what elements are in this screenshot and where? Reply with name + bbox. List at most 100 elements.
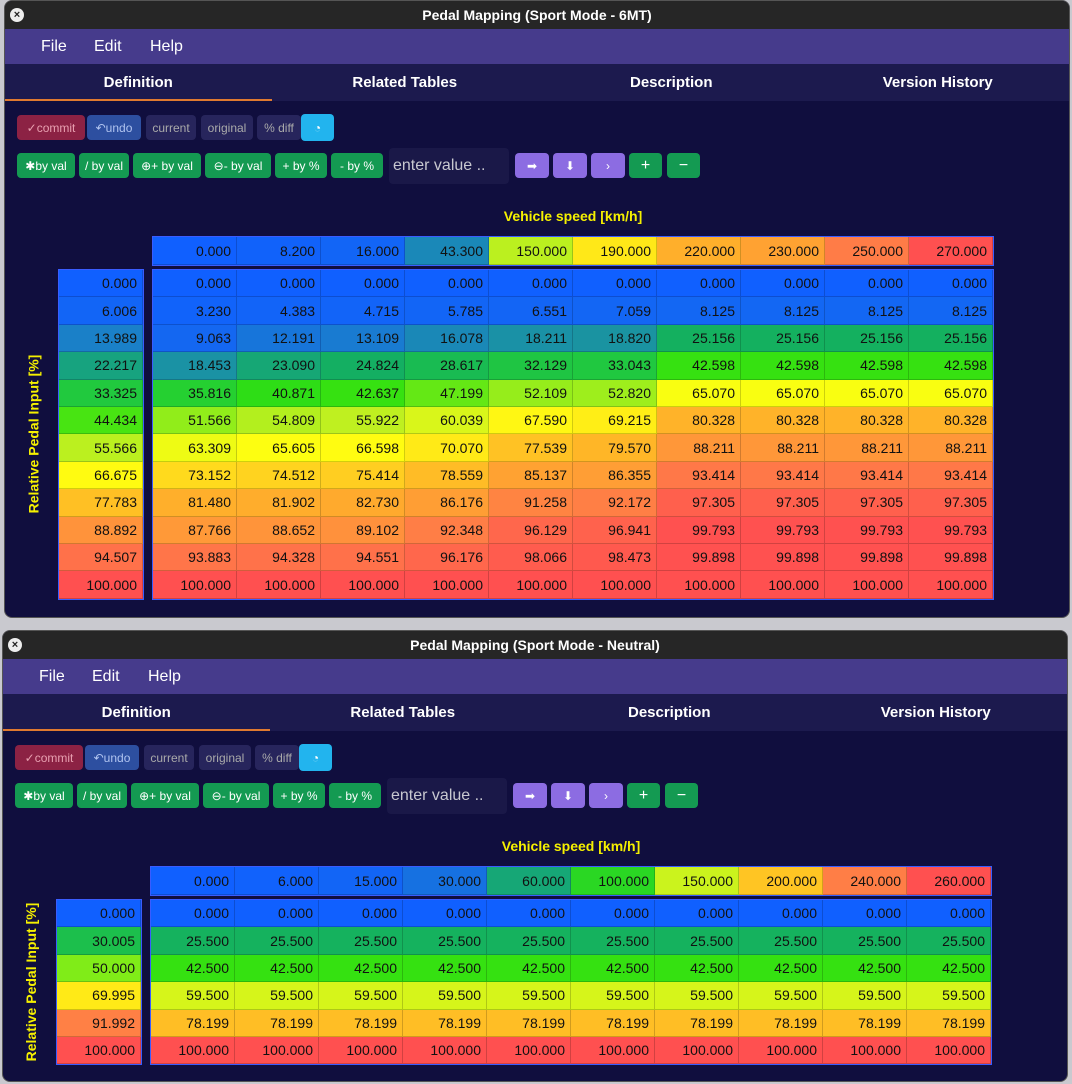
table-cell[interactable]: 59.500: [823, 982, 907, 1010]
toolbar-button[interactable]: ↶ undo: [85, 745, 139, 770]
table-cell[interactable]: 0.000: [321, 270, 405, 298]
tab[interactable]: Related Tables: [352, 74, 458, 91]
x-axis-cell[interactable]: 220.000: [657, 237, 741, 265]
toolbar-button[interactable]: current: [144, 745, 194, 770]
table-cell[interactable]: 59.500: [907, 982, 991, 1010]
table-cell[interactable]: 25.500: [235, 927, 319, 955]
x-axis-cell[interactable]: 260.000: [907, 867, 991, 895]
y-axis-cell[interactable]: 77.783: [59, 489, 143, 517]
menu-item[interactable]: Edit: [94, 38, 122, 55]
table-cell[interactable]: 78.199: [235, 1009, 319, 1037]
table-cell[interactable]: 97.305: [741, 489, 825, 517]
navigate-button[interactable]: ›: [589, 783, 623, 808]
x-axis-cell[interactable]: 230.000: [741, 237, 825, 265]
x-axis-cell[interactable]: 30.000: [403, 867, 487, 895]
table-cell[interactable]: 0.000: [487, 900, 571, 928]
table-cell[interactable]: 99.793: [741, 516, 825, 544]
table-cell[interactable]: 80.328: [825, 407, 909, 435]
table-cell[interactable]: 96.176: [405, 544, 489, 572]
table-cell[interactable]: 65.605: [237, 434, 321, 462]
operation-button[interactable]: + by %: [275, 153, 327, 178]
menu-item[interactable]: Edit: [92, 668, 120, 685]
navigate-button[interactable]: ⬇: [551, 783, 585, 808]
table-cell[interactable]: 42.500: [235, 954, 319, 983]
x-axis-cell[interactable]: 6.000: [235, 867, 319, 895]
operation-button[interactable]: ⊖ - by val: [205, 153, 271, 178]
table-cell[interactable]: 0.000: [573, 270, 657, 298]
step-button[interactable]: +: [627, 783, 660, 808]
table-cell[interactable]: 25.500: [823, 927, 907, 955]
operation-button[interactable]: ⊕ + by val: [131, 783, 199, 808]
x-axis-cell[interactable]: 150.000: [655, 867, 739, 895]
table-cell[interactable]: 100.000: [405, 571, 489, 599]
y-axis-cell[interactable]: 0.000: [59, 270, 143, 298]
table-cell[interactable]: 18.211: [489, 324, 573, 353]
toolbar-button[interactable]: original: [199, 745, 251, 770]
table-cell[interactable]: 7.059: [573, 297, 657, 325]
table-cell[interactable]: 23.090: [237, 352, 321, 380]
table-cell[interactable]: 70.070: [405, 434, 489, 462]
table-cell[interactable]: 99.898: [825, 544, 909, 572]
table-cell[interactable]: 59.500: [403, 982, 487, 1010]
table-cell[interactable]: 80.328: [741, 407, 825, 435]
y-axis-cell[interactable]: 88.892: [59, 516, 143, 544]
x-axis-cell[interactable]: 8.200: [237, 237, 321, 265]
table-cell[interactable]: 74.512: [237, 461, 321, 490]
x-axis-cell[interactable]: 0.000: [153, 237, 237, 265]
table-cell[interactable]: 94.328: [237, 544, 321, 572]
table-cell[interactable]: 0.000: [825, 270, 909, 298]
table-cell[interactable]: 59.500: [151, 982, 235, 1010]
table-cell[interactable]: 42.598: [657, 352, 741, 380]
table-cell[interactable]: 4.715: [321, 297, 405, 325]
table-cell[interactable]: 42.500: [823, 954, 907, 983]
tab[interactable]: Version History: [882, 74, 993, 91]
table-cell[interactable]: 0.000: [319, 900, 403, 928]
table-cell[interactable]: 18.453: [153, 352, 237, 380]
table-cell[interactable]: 51.566: [153, 407, 237, 435]
tab[interactable]: Definition: [3, 694, 270, 731]
table-cell[interactable]: 89.102: [321, 516, 405, 544]
table-cell[interactable]: 93.414: [825, 461, 909, 490]
toolbar-button[interactable]: original: [201, 115, 253, 140]
table-cell[interactable]: 5.785: [405, 297, 489, 325]
y-axis-cell[interactable]: 0.000: [57, 900, 141, 928]
table-cell[interactable]: 98.066: [489, 544, 573, 572]
table-cell[interactable]: 99.793: [657, 516, 741, 544]
table-cell[interactable]: 66.598: [321, 434, 405, 462]
table-cell[interactable]: 78.199: [907, 1009, 991, 1037]
table-cell[interactable]: 55.922: [321, 407, 405, 435]
table-cell[interactable]: 47.199: [405, 379, 489, 407]
table-cell[interactable]: 99.793: [909, 516, 993, 544]
table-cell[interactable]: 32.129: [489, 352, 573, 380]
table-cell[interactable]: 65.070: [657, 379, 741, 407]
table-cell[interactable]: 85.137: [489, 461, 573, 490]
y-axis-cell[interactable]: 50.000: [57, 954, 141, 983]
table-cell[interactable]: 88.211: [657, 434, 741, 462]
table-cell[interactable]: 25.156: [909, 324, 993, 353]
table-cell[interactable]: 100.000: [741, 571, 825, 599]
table-cell[interactable]: 42.500: [403, 954, 487, 983]
table-cell[interactable]: 35.816: [153, 379, 237, 407]
table-cell[interactable]: 100.000: [573, 571, 657, 599]
toolbar-button[interactable]: ✓ commit: [15, 745, 83, 770]
table-cell[interactable]: 88.211: [909, 434, 993, 462]
y-axis-cell[interactable]: 6.006: [59, 297, 143, 325]
table-cell[interactable]: 88.652: [237, 516, 321, 544]
table-cell[interactable]: 54.809: [237, 407, 321, 435]
x-axis-cell[interactable]: 43.300: [405, 237, 489, 265]
table-cell[interactable]: 99.898: [741, 544, 825, 572]
table-cell[interactable]: 0.000: [151, 900, 235, 928]
y-axis-cell[interactable]: 13.989: [59, 324, 143, 353]
table-cell[interactable]: 100.000: [655, 1037, 739, 1065]
x-axis-cell[interactable]: 250.000: [825, 237, 909, 265]
table-cell[interactable]: 69.215: [573, 407, 657, 435]
table-cell[interactable]: 25.500: [739, 927, 823, 955]
tab[interactable]: Definition: [5, 64, 272, 101]
table-cell[interactable]: 75.414: [321, 461, 405, 490]
operation-button[interactable]: / by val: [77, 783, 127, 808]
table-cell[interactable]: 16.078: [405, 324, 489, 353]
table-cell[interactable]: 81.480: [153, 489, 237, 517]
table-cell[interactable]: 25.500: [487, 927, 571, 955]
table-cell[interactable]: 99.793: [825, 516, 909, 544]
table-cell[interactable]: 97.305: [657, 489, 741, 517]
